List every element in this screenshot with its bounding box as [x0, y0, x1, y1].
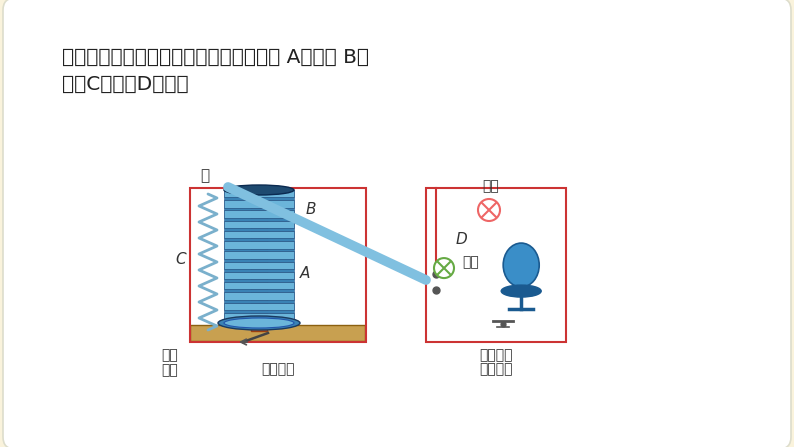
FancyBboxPatch shape — [224, 303, 294, 310]
Text: 电源: 电源 — [162, 363, 179, 377]
FancyBboxPatch shape — [190, 325, 365, 341]
Text: 电磁继电器的结构如图所示，它由电磁铁 A、衔铁 B、: 电磁继电器的结构如图所示，它由电磁铁 A、衔铁 B、 — [62, 48, 369, 67]
FancyBboxPatch shape — [224, 282, 294, 290]
FancyBboxPatch shape — [224, 198, 294, 200]
FancyBboxPatch shape — [224, 272, 294, 279]
FancyBboxPatch shape — [224, 290, 294, 292]
Text: A: A — [300, 266, 310, 281]
Text: 红灯: 红灯 — [483, 179, 499, 193]
FancyBboxPatch shape — [224, 279, 294, 282]
FancyBboxPatch shape — [224, 221, 294, 228]
Text: C: C — [175, 253, 187, 267]
FancyBboxPatch shape — [224, 259, 294, 261]
FancyBboxPatch shape — [224, 310, 294, 313]
FancyBboxPatch shape — [224, 228, 294, 231]
Circle shape — [478, 199, 500, 221]
Text: B: B — [306, 202, 317, 218]
FancyBboxPatch shape — [224, 261, 294, 269]
FancyBboxPatch shape — [224, 299, 294, 303]
FancyBboxPatch shape — [251, 188, 267, 331]
Text: 绿灯: 绿灯 — [462, 255, 479, 269]
FancyBboxPatch shape — [224, 238, 294, 241]
FancyBboxPatch shape — [224, 313, 294, 320]
Text: 弹簧C和触点D组成。: 弹簧C和触点D组成。 — [62, 75, 189, 94]
Text: 控制电路: 控制电路 — [261, 362, 295, 376]
FancyBboxPatch shape — [224, 241, 294, 249]
Ellipse shape — [218, 316, 300, 330]
FancyBboxPatch shape — [224, 218, 294, 221]
Text: 工作电路: 工作电路 — [480, 362, 513, 376]
FancyBboxPatch shape — [224, 190, 294, 198]
FancyBboxPatch shape — [224, 231, 294, 238]
Text: 高压电源: 高压电源 — [480, 348, 513, 362]
Text: 甲: 甲 — [200, 169, 210, 184]
Circle shape — [434, 258, 454, 278]
Ellipse shape — [503, 243, 539, 287]
FancyBboxPatch shape — [3, 0, 791, 447]
FancyBboxPatch shape — [224, 249, 294, 251]
Ellipse shape — [224, 185, 294, 195]
FancyBboxPatch shape — [224, 200, 294, 207]
FancyBboxPatch shape — [224, 292, 294, 299]
Ellipse shape — [224, 318, 294, 328]
FancyBboxPatch shape — [224, 320, 294, 323]
Ellipse shape — [501, 285, 542, 297]
Text: D: D — [456, 232, 468, 248]
FancyBboxPatch shape — [224, 211, 294, 218]
FancyBboxPatch shape — [224, 207, 294, 211]
Text: 低压: 低压 — [162, 348, 179, 362]
FancyBboxPatch shape — [224, 269, 294, 272]
FancyBboxPatch shape — [224, 251, 294, 259]
